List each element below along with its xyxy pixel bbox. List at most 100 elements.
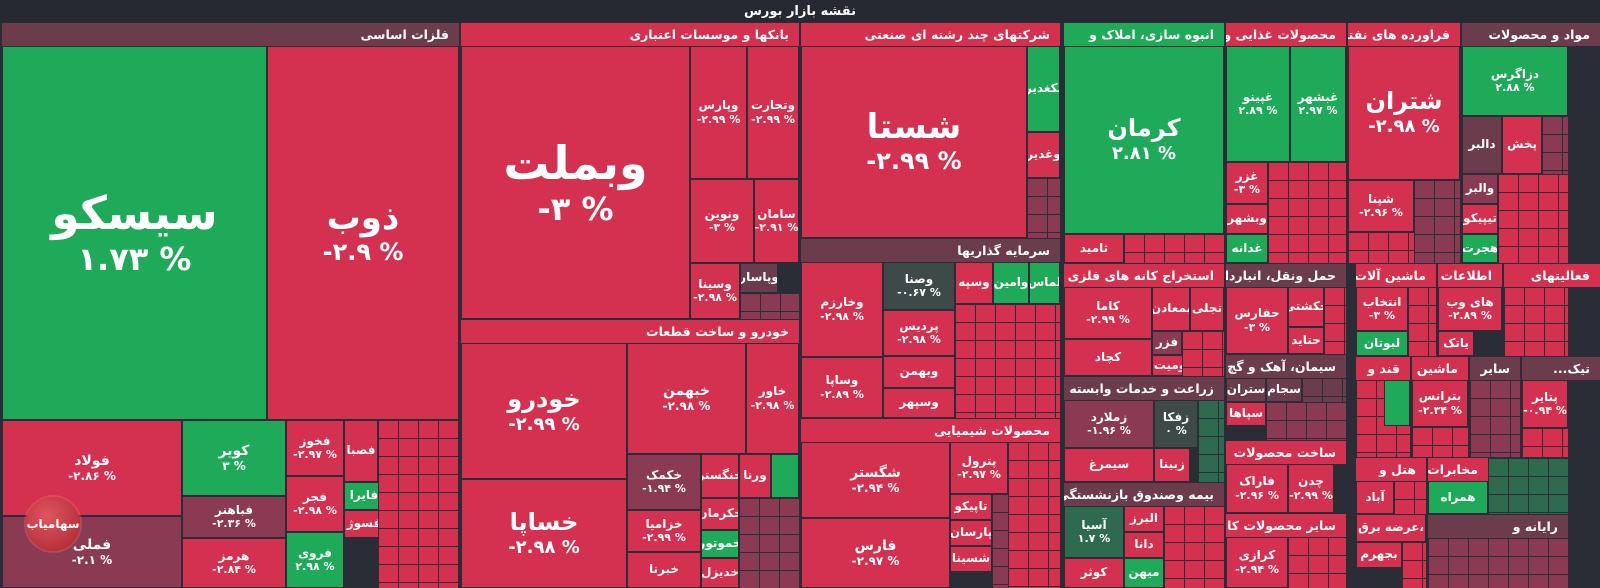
stock-tile[interactable]: بمعادن <box>1152 287 1190 331</box>
stock-tile[interactable]: عرضه برق، <box>1356 514 1426 542</box>
stock-tile[interactable]: فاراک -۲.۹۶ % <box>1226 464 1288 513</box>
stock-tile[interactable]: وسپه <box>955 262 993 304</box>
stock-tile[interactable]: فصبا <box>344 420 378 482</box>
stock-tile[interactable]: پتایر -۰.۹۴ % <box>1522 380 1568 428</box>
stock-tile[interactable]: فخوز -۲.۹۷ % <box>286 420 344 476</box>
stock-tile[interactable]: شپنا -۲.۹۶ % <box>1348 180 1414 232</box>
stock-tile[interactable]: حکشتی <box>1288 287 1324 327</box>
stock-tile[interactable]: پخش <box>1502 116 1542 174</box>
stock-tile[interactable]: کرازی -۲.۹۴ % <box>1226 537 1288 588</box>
stock-tile[interactable]: شتران -۲.۹۸ % <box>1348 46 1460 180</box>
stock-tile[interactable]: سامان -۲.۹۱ % <box>754 179 799 263</box>
stock-tile[interactable]: خنگستر <box>701 454 739 498</box>
stock-tile[interactable]: شستا -۲.۹۹ % <box>801 46 1027 238</box>
stock-tile[interactable]: کوثر <box>1064 558 1124 588</box>
stock-tile[interactable]: شگستر -۲.۹۴ % <box>801 442 950 518</box>
stock-tile[interactable]: چدن -۲.۹۹ % <box>1288 464 1334 513</box>
stock-tile[interactable]: همراه <box>1428 481 1488 514</box>
stock-tile[interactable]: غپینو ۲.۸۹ % <box>1226 46 1290 162</box>
stock-tile[interactable]: سیسکو ۱.۷۳ % <box>2 46 267 420</box>
stock-tile[interactable]: خاور -۲.۹۸ % <box>746 343 799 454</box>
stock-tile[interactable]: وبملت -۳ % <box>461 46 690 319</box>
stock-tile[interactable]: هرمز -۲.۸۴ % <box>182 538 286 588</box>
stock-tile[interactable]: دزاگرس ۲.۸۸ % <box>1462 46 1568 116</box>
stock-tile[interactable]: زملارد -۱.۹۶ % <box>1064 400 1154 448</box>
stock-tile[interactable]: سیمرغ <box>1064 448 1154 482</box>
stock-tile[interactable]: بکغدیر <box>1027 46 1060 132</box>
stock-tile[interactable]: خدیزل <box>701 558 739 588</box>
stock-tile[interactable]: کچاد <box>1064 339 1152 376</box>
stock-tile[interactable]: آسیا ۱.۷ % <box>1064 506 1124 558</box>
stock-tile[interactable]: فولاد -۲.۸۶ % <box>2 420 182 516</box>
stock-tile[interactable]: وامین <box>993 262 1029 304</box>
stock-tile[interactable]: خبهمن -۲.۹۸ % <box>627 343 746 454</box>
stock-tile[interactable]: فارس -۲.۹۷ % <box>801 518 950 588</box>
stock-tile[interactable]: وغدیر <box>1027 132 1060 178</box>
stock-tile[interactable]: آباد <box>1356 481 1394 514</box>
stock-tile[interactable]: هجرت <box>1462 234 1498 263</box>
stock-tile[interactable]: فزر <box>1152 331 1182 355</box>
stock-tile[interactable]: سپاها <box>1226 402 1266 426</box>
stock-tile[interactable]: والبر <box>1462 174 1498 204</box>
stock-tile[interactable]: خکرمان <box>701 498 739 530</box>
stock-tile[interactable]: ورنا <box>739 454 771 498</box>
stock-tile[interactable]: تجلی <box>1190 287 1224 331</box>
stock-tile[interactable]: دانا <box>1124 532 1164 558</box>
stock-tile[interactable]: های وب -۲.۸۹ % <box>1438 287 1502 331</box>
stock-tile[interactable]: غزر -۳ % <box>1226 162 1268 204</box>
stock-tile[interactable]: وسینا -۲.۹۸ % <box>690 263 740 319</box>
stock-tile[interactable]: خبرنا <box>627 552 701 588</box>
stock-tile[interactable]: غدانه <box>1226 234 1268 263</box>
stock-tile[interactable]: انتخاب -۳ % <box>1356 287 1408 331</box>
stock-tile[interactable]: ستران <box>1226 378 1266 402</box>
stock-tile[interactable]: فباهنر -۲.۳۶ % <box>182 496 286 538</box>
stock-tile[interactable]: فجر -۲.۹۸ % <box>286 476 344 532</box>
stock-tile[interactable]: ومیت <box>1152 355 1188 376</box>
stock-tile[interactable]: البرز <box>1124 506 1164 532</box>
stock-tile[interactable]: پترول -۲.۹۷ % <box>950 442 1008 494</box>
stock-tile[interactable]: بترانس -۲.۳۴ % <box>1412 380 1468 427</box>
stock-tile[interactable]: حتاید <box>1288 327 1324 354</box>
stock-tile[interactable]: حفارس -۳ % <box>1226 287 1288 354</box>
stock-tile[interactable]: وبشهر <box>1226 204 1268 234</box>
stock-tile[interactable]: لبوتان <box>1356 331 1408 356</box>
stock-tile[interactable]: فروی ۲.۹۸ % <box>286 532 344 588</box>
stock-tile[interactable]: تاپیکو <box>950 494 992 520</box>
stock-tile[interactable]: فسوژ <box>344 510 384 538</box>
stock-tile[interactable]: ونوین -۳ % <box>690 179 754 263</box>
stock-tile[interactable]: ثامید <box>1064 234 1124 263</box>
stock-tile[interactable]: کرمان ۲.۸۱ % <box>1064 46 1224 234</box>
stock-tile[interactable]: دالبر <box>1462 116 1502 174</box>
stock-tile[interactable]: غبشهر ۲.۹۷ % <box>1290 46 1346 162</box>
stock-tile[interactable]: یاتک <box>1438 331 1474 356</box>
stock-tile[interactable]: خموتور <box>701 530 739 558</box>
stock-tile[interactable]: وساپا -۲.۸۹ % <box>801 357 883 418</box>
stock-tile[interactable]: خساپا -۲.۹۸ % <box>461 479 627 588</box>
stock-tile[interactable]: پردیس -۲.۹۸ % <box>883 310 955 356</box>
stock-tile[interactable]: وصنا -۰.۶۷ % <box>883 262 955 310</box>
stock-tile[interactable]: وپاسار <box>740 263 778 293</box>
stock-tile[interactable]: خزامیا -۲.۹۹ % <box>627 510 701 552</box>
stock-tile[interactable]: سجام <box>1266 378 1302 402</box>
stock-tile[interactable] <box>1384 380 1410 426</box>
stock-tile[interactable] <box>771 454 799 498</box>
stock-tile[interactable]: پارسان <box>950 520 992 546</box>
stock-tile[interactable]: زبینا <box>1154 448 1190 482</box>
stock-tile[interactable]: وبهمن <box>883 356 955 388</box>
stock-tile[interactable]: ذوب -۲.۹ % <box>267 46 459 420</box>
stock-tile[interactable]: وپارس -۲.۹۹ % <box>690 46 747 179</box>
stock-tile[interactable]: کویر ۳ % <box>182 420 286 496</box>
stock-tile[interactable]: زفکا ۰ % <box>1154 400 1198 448</box>
stock-tile[interactable]: بجهرم <box>1356 542 1402 568</box>
stock-tile[interactable]: میهن <box>1124 558 1164 588</box>
stock-tile[interactable]: لماس <box>1029 262 1060 304</box>
stock-tile[interactable]: فایرا <box>344 482 384 510</box>
stock-tile[interactable]: کاما -۲.۹۹ % <box>1064 287 1152 339</box>
stock-tile[interactable]: وسپهر <box>883 388 955 418</box>
stock-tile[interactable]: وتجارت -۲.۹۹ % <box>747 46 799 179</box>
stock-tile[interactable]: خکمک -۱.۹۴ % <box>627 454 701 510</box>
stock-tile[interactable]: شسینا <box>950 546 992 572</box>
stock-tile[interactable]: تیپیکو <box>1462 204 1498 234</box>
stock-tile[interactable]: وخارزم -۲.۹۸ % <box>801 262 883 357</box>
stock-tile[interactable]: خودرو -۲.۹۹ % <box>461 343 627 479</box>
